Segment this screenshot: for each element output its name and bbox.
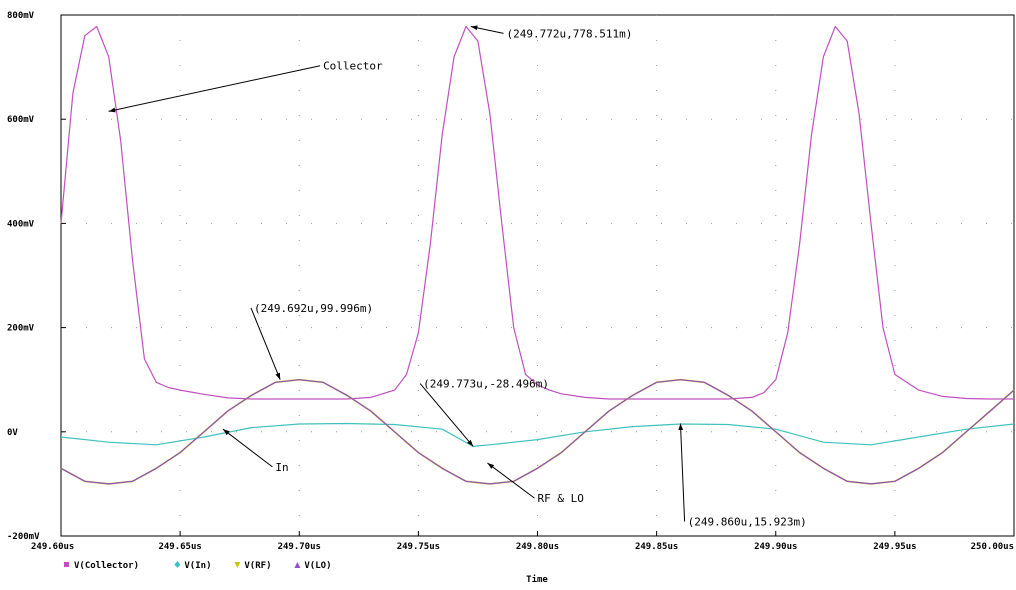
y-tick-label: 0V (7, 428, 18, 438)
annotation-leader (419, 383, 474, 447)
annotation-leader (487, 462, 535, 499)
annotation-layer: Collector (249.772u,778.511m) (249.692u,99… (108, 25, 807, 529)
annotation-label: In (275, 461, 288, 474)
legend-marker (174, 561, 181, 568)
annotation: RF & LO (487, 462, 584, 505)
x-tick-label: 249.65us (158, 542, 201, 552)
annotation-leader (222, 428, 273, 468)
annotation-arrowhead (467, 439, 474, 447)
plot-frame (60, 14, 1015, 537)
legend-label: V(Collector) (74, 561, 139, 571)
legend-label: V(RF) (244, 561, 271, 571)
annotation-arrowhead (275, 372, 281, 380)
annotation-label: (249.773u,-28.496m) (423, 378, 549, 391)
x-axis-ticks: 249.60us 249.65us 249.70us 249.75us 249.80us… (31, 531, 1015, 552)
y-tick-label: 400mV (7, 219, 35, 229)
x-tick-label: 249.95us (873, 542, 916, 552)
series-line (60, 25, 1014, 400)
legend-entry: V(In) (174, 561, 211, 571)
annotation: (249.860u,15.923m) (678, 423, 807, 529)
annotation-leader (108, 65, 321, 112)
y-axis-ticks: -200mV 0V 200mV 400mV 600mV 800mV (7, 11, 66, 542)
series-vlo (60, 379, 1015, 485)
annotation-leader (679, 423, 686, 522)
x-tick-label: 249.90us (754, 542, 797, 552)
annotation-arrowhead (223, 429, 230, 436)
legend-entry: V(RF) (234, 561, 271, 571)
y-tick-label: -200mV (7, 532, 40, 542)
legend-marker (234, 562, 241, 568)
annotation: (249.692u,99.996m) (250, 302, 373, 380)
annotation-leader (250, 307, 281, 380)
annotation-label: (249.772u,778.511m) (507, 27, 633, 40)
annotation: Collector (108, 60, 383, 113)
y-tick-label: 800mV (7, 11, 35, 21)
series-layer (60, 25, 1015, 485)
x-tick-label: 249.70us (278, 542, 321, 552)
legend-label: V(In) (184, 561, 211, 571)
x-tick-label: 250.00us (971, 542, 1014, 552)
legend-entry: V(LO) (294, 561, 331, 571)
annotation-arrowhead (487, 463, 495, 469)
series-line (60, 379, 1015, 485)
legend-marker (64, 562, 69, 567)
legend: V(Collector) V(In) V(RF) V(LO) (64, 561, 331, 571)
annotation-label: (249.860u,15.923m) (688, 516, 807, 529)
annotation: In (222, 428, 289, 474)
annotation-label: RF & LO (538, 492, 584, 505)
legend-marker (294, 562, 301, 568)
x-axis-label: Time (526, 574, 548, 585)
x-tick-label: 249.80us (516, 542, 559, 552)
x-tick-label: 249.75us (397, 542, 440, 552)
series-vcollector (60, 25, 1014, 400)
x-tick-label: 249.85us (635, 542, 678, 552)
y-tick-label: 600mV (7, 115, 35, 125)
annotation: (249.773u,-28.496m) (419, 378, 549, 447)
annotation-arrowhead (108, 107, 116, 113)
annotation-label: (249.692u,99.996m) (254, 302, 373, 315)
annotation-label: Collector (323, 60, 383, 73)
x-tick-label: 249.60us (31, 542, 74, 552)
annotation-arrowhead (678, 423, 684, 431)
legend-label: V(LO) (304, 561, 331, 571)
annotation-arrowhead (470, 25, 478, 31)
legend-entry: V(Collector) (64, 561, 139, 571)
y-tick-label: 200mV (7, 324, 35, 334)
annotation: (249.772u,778.511m) (470, 25, 633, 40)
